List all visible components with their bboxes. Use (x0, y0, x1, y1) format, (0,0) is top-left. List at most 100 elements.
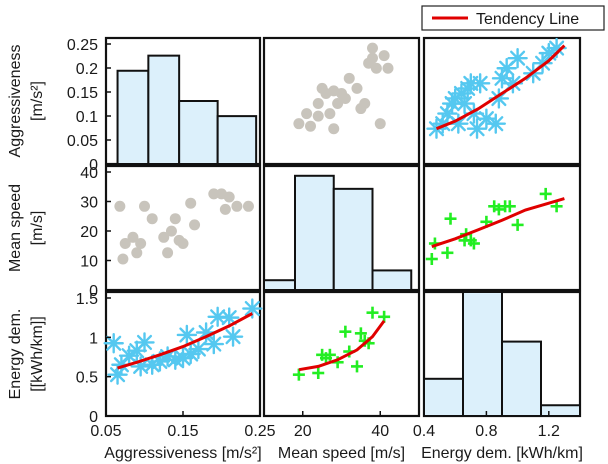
point-1-0-6 (139, 200, 150, 212)
point-0-2-14 (485, 113, 506, 134)
point-0-2-7-arm (456, 95, 473, 112)
point-2-1-9 (354, 327, 367, 340)
histogram-bar-2-3 (540, 404, 581, 417)
x-tick-label-0-0: 0.05 (90, 423, 121, 440)
point-1-2-10 (492, 203, 505, 216)
tendency-line-1-2 (431, 197, 565, 249)
point-2-1-4 (323, 348, 336, 361)
point-2-1-0 (292, 368, 305, 381)
point-0-1-3 (312, 110, 324, 122)
point-1-2-0 (425, 253, 438, 265)
point-2-0-16 (203, 333, 225, 355)
point-2-0-14-arm (190, 341, 206, 357)
point-2-0-19-arm (225, 329, 241, 345)
y-tick-label-0-0: 0 (89, 157, 98, 174)
histogram-bar-2-1 (462, 291, 503, 417)
point-1-2-13 (511, 218, 524, 231)
point-1-2-2 (441, 246, 454, 259)
tendency-line-2-1 (298, 320, 386, 372)
point-1-0-15 (189, 219, 201, 231)
x-tick-label-2-2: 1.2 (538, 423, 560, 440)
y-tick-label-2-2: 1 (89, 330, 98, 347)
point-0-1-21 (374, 118, 386, 130)
y-tick-label-0-1: 0.05 (67, 133, 98, 150)
point-1-0-0 (117, 253, 129, 265)
point-0-1-22 (378, 50, 390, 62)
x-tick-label-2-1: 0.8 (475, 423, 497, 440)
point-0-1-7 (324, 108, 336, 120)
point-0-1-0 (293, 118, 305, 130)
point-2-0-12-arm (179, 327, 195, 343)
point-0-1-20 (370, 62, 382, 74)
point-2-0-15-arm (198, 324, 214, 341)
y-tick-label-1-4: 40 (80, 165, 98, 182)
point-1-0-4 (131, 247, 143, 259)
x-tick-label-0-2: 0.25 (244, 423, 275, 440)
y-tick-label-1-3: 30 (80, 195, 98, 212)
point-0-1-19 (367, 42, 378, 54)
histogram-bar-1-2 (332, 187, 374, 291)
point-0-2-13 (476, 108, 497, 129)
point-2-1-12 (366, 306, 379, 319)
y-tick-label-2-3: 1.5 (76, 291, 98, 308)
point-0-1-8 (328, 123, 340, 135)
point-2-0-18-arm (221, 310, 237, 326)
point-0-1-2 (305, 120, 316, 132)
y-tick-label-0-4: 0.2 (76, 61, 98, 78)
point-1-0-14 (185, 197, 197, 209)
point-0-2-19 (507, 47, 528, 69)
panel-frame-2-1 (262, 290, 421, 418)
y-tick-label-0-2: 0.1 (76, 109, 98, 126)
y-tick-label-2-0: 0 (89, 409, 98, 426)
point-1-0-16 (208, 188, 220, 200)
point-1-0-2 (119, 238, 131, 249)
y-axis-unit-1: [m/s] (29, 211, 46, 246)
y-tick-label-1-0: 0 (89, 283, 98, 300)
point-2-0-19 (222, 326, 244, 347)
histogram-bar-0-1 (147, 54, 181, 165)
histogram-bar-1-0 (263, 279, 296, 292)
point-0-2-5-arm (450, 116, 466, 132)
point-0-1-23 (382, 62, 394, 74)
point-0-2-17 (496, 58, 517, 79)
point-2-0-16-arm (206, 336, 222, 352)
point-2-1-8 (351, 360, 363, 373)
x-axis-label-1: Mean speed [m/s] (278, 445, 405, 462)
y-axis-label-2: Energy dem. (7, 309, 24, 400)
point-2-1-6 (339, 325, 352, 338)
point-2-0-6 (134, 332, 155, 353)
point-1-2-14 (539, 187, 552, 200)
tendency-line-0-2 (435, 44, 566, 131)
point-1-0-21 (242, 200, 254, 212)
point-1-0-1 (114, 200, 126, 212)
point-2-0-17-arm (210, 309, 226, 325)
point-2-1-13 (378, 310, 391, 323)
point-1-0-7 (146, 213, 158, 225)
point-0-2-13-arm (478, 111, 494, 127)
point-2-0-12 (176, 324, 198, 346)
y-tick-label-1-1: 10 (80, 254, 98, 271)
point-2-0-9-arm (160, 348, 176, 365)
tendency-line-2-0 (117, 312, 254, 370)
histogram-bar-0-0 (116, 69, 150, 165)
x-axis-label-2: Energy dem. [kWh/km] (421, 445, 583, 462)
point-0-1-1 (301, 108, 313, 120)
y-axis-unit-0: [m/s²] (29, 81, 46, 121)
point-2-0-0 (103, 333, 124, 354)
x-tick-label-1-0: 20 (294, 423, 312, 440)
point-1-2-3 (444, 212, 457, 225)
point-1-0-8 (158, 231, 170, 243)
y-axis-label-1: Mean speed (7, 184, 24, 272)
point-1-0-18 (219, 203, 231, 215)
point-1-0-11 (169, 213, 181, 225)
point-1-0-20 (231, 200, 243, 212)
point-0-2-12-arm (472, 75, 488, 91)
x-tick-label-2-0: 0.4 (413, 423, 435, 440)
x-axis-label-0: Aggressiveness [m/s²] (104, 445, 261, 462)
point-0-1-16 (359, 98, 371, 110)
point-0-1-13 (343, 72, 355, 84)
point-2-1-1 (312, 367, 325, 380)
histogram-bar-0-2 (178, 100, 219, 165)
point-2-0-18 (218, 307, 240, 328)
